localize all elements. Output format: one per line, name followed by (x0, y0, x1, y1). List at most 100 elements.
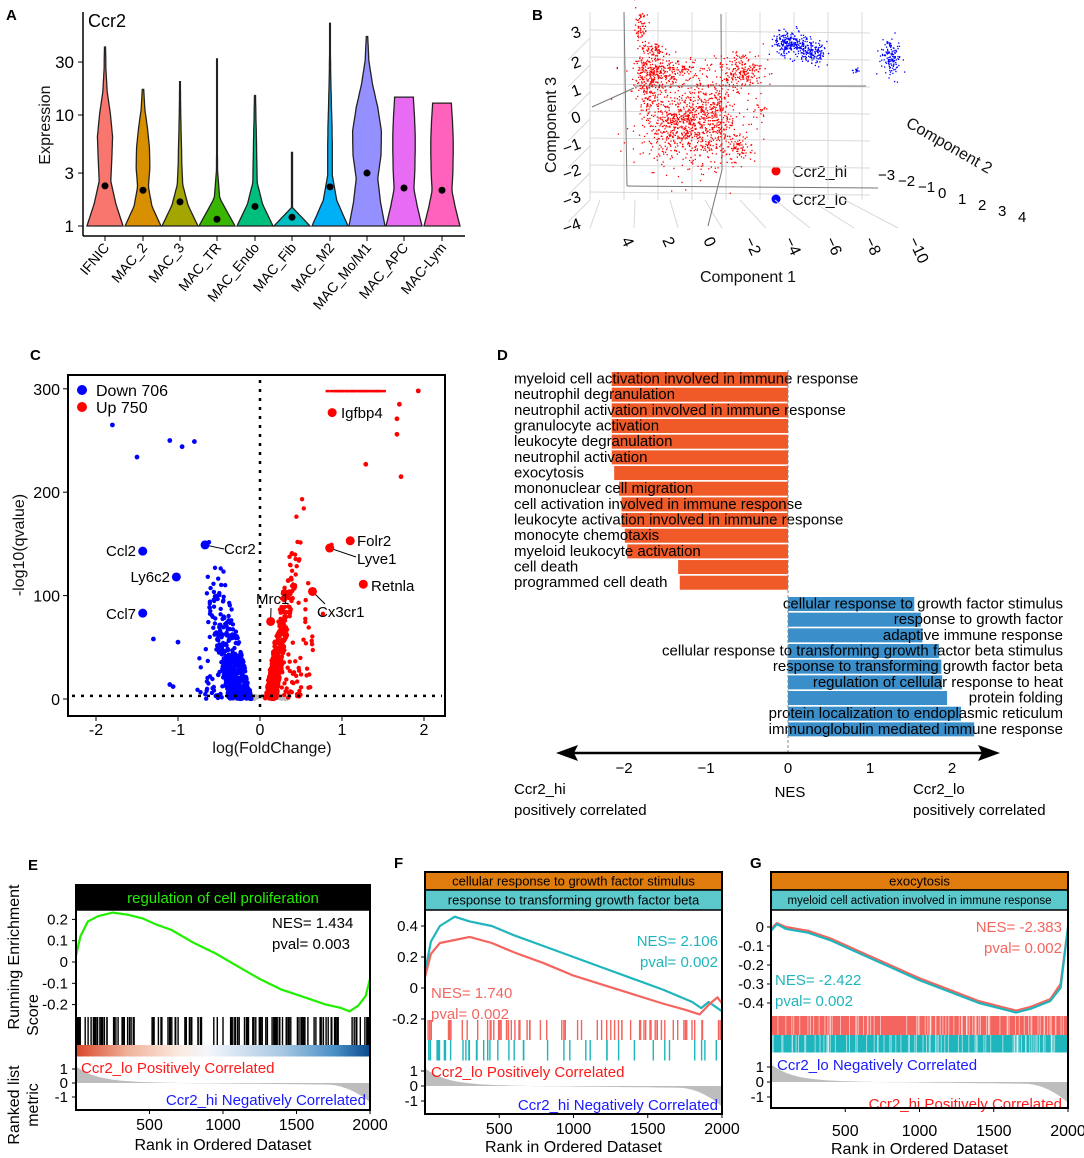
cell-point (687, 115, 689, 118)
gene-hit (704, 1040, 706, 1061)
cell-point (704, 145, 706, 148)
cell-point (694, 146, 696, 148)
cell-point (641, 69, 643, 71)
cell-point (744, 54, 747, 56)
gene-hit (518, 1020, 520, 1040)
cell-point (721, 156, 723, 159)
cell-point (700, 67, 702, 69)
cell-point (653, 72, 655, 74)
cell-point (646, 87, 649, 89)
gene-hit (649, 1020, 651, 1040)
down-point (246, 686, 251, 692)
gene-hit (273, 1017, 275, 1045)
gene-hit (152, 1017, 154, 1045)
cell-point (649, 142, 652, 144)
down-point (218, 630, 223, 636)
gene-label: Igfbp4 (341, 405, 383, 422)
up-point (337, 389, 342, 393)
cell-point (673, 70, 675, 72)
cell-point (731, 70, 734, 72)
cell-point (883, 59, 885, 61)
cell-point (790, 36, 792, 38)
cell-point (657, 52, 659, 54)
cell-point (693, 150, 695, 152)
cell-point (711, 114, 713, 117)
gene-hit (975, 1016, 977, 1035)
cell-point (693, 74, 696, 77)
cell-point (651, 84, 653, 86)
cell-point (646, 106, 648, 108)
cell-point (811, 45, 813, 47)
gene-hit (232, 1017, 234, 1045)
cell-point (736, 150, 738, 152)
cell-point (736, 135, 738, 137)
up-point (273, 670, 278, 675)
down-point (227, 620, 233, 625)
cell-point (651, 58, 653, 60)
cell-point (639, 72, 642, 74)
cell-point (894, 49, 896, 52)
cell-point (784, 42, 786, 44)
down-point (225, 667, 230, 672)
gene-hit (975, 1035, 977, 1053)
cell-point (651, 68, 653, 71)
cell-point (706, 144, 708, 146)
cell-point (655, 45, 657, 48)
cell-point (799, 42, 801, 45)
cell-point (751, 72, 753, 74)
cell-point (779, 45, 781, 47)
cell-point (742, 76, 744, 78)
cell-point (737, 55, 739, 57)
cell-point (794, 44, 797, 46)
cell-point (784, 45, 786, 48)
cell-point (709, 64, 712, 66)
cell-point (684, 92, 686, 94)
gene-set-title: myeloid cell activation involved in immu… (788, 895, 1052, 907)
down-point (221, 598, 226, 603)
cell-point (716, 126, 718, 128)
cell-point (889, 43, 891, 45)
gene-hit (507, 1020, 510, 1040)
up-point (285, 665, 290, 670)
cell-point (672, 130, 674, 132)
metric-tick-label: -1 (405, 1093, 418, 1110)
cell-point (680, 72, 682, 74)
gene-hit (877, 1035, 879, 1053)
cell-point (689, 123, 691, 125)
cell-point (741, 83, 743, 85)
cell-point (637, 27, 640, 29)
axis-line (707, 169, 723, 227)
gene-hit (978, 1016, 980, 1035)
nes-bar (619, 481, 788, 496)
nes-bar (611, 419, 788, 434)
gene-hit (827, 1035, 829, 1053)
cell-point (814, 53, 816, 55)
gene-hit (274, 1017, 276, 1045)
cell-point (653, 100, 655, 102)
cell-point (641, 76, 643, 78)
cell-point (688, 97, 690, 99)
cell-point (892, 72, 894, 75)
cell-point (788, 43, 791, 45)
cell-point (641, 41, 644, 43)
pathway-label: neutrophil degranulation (514, 386, 675, 403)
cell-point (701, 136, 704, 139)
cell-point (737, 140, 739, 142)
up-point (329, 389, 337, 393)
cell-point (708, 142, 710, 144)
nes-tick-label: −1 (697, 760, 714, 777)
cell-point (677, 175, 680, 178)
cell-point (643, 91, 645, 93)
cell-point (683, 101, 686, 103)
cell-point (658, 66, 660, 68)
cell-point (708, 147, 710, 149)
cell-point (649, 91, 651, 93)
cell-point (697, 95, 699, 97)
cell-point (632, 148, 635, 150)
up-point (267, 687, 272, 693)
gene-set-title: cellular response to growth factor stimu… (452, 874, 695, 889)
cell-point (677, 135, 679, 137)
cell-point (693, 96, 695, 99)
cell-point (657, 88, 659, 91)
cell-point (682, 71, 684, 73)
